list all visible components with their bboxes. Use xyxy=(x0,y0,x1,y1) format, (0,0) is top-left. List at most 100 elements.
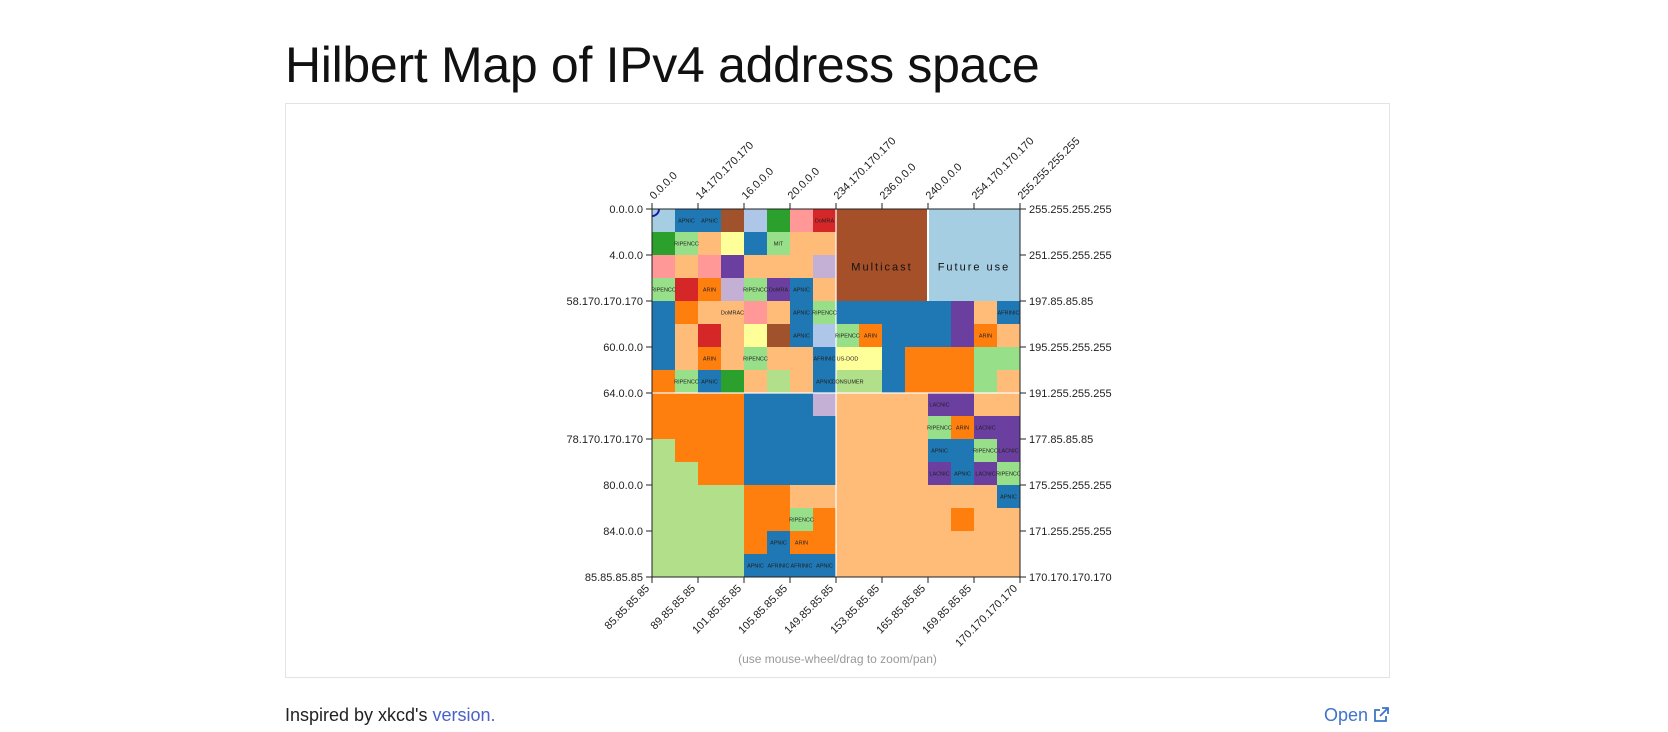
map-cell[interactable] xyxy=(836,370,860,394)
map-cell[interactable] xyxy=(744,347,768,371)
map-cell[interactable] xyxy=(790,462,814,486)
map-cell[interactable] xyxy=(882,324,906,348)
map-cell[interactable] xyxy=(698,255,722,279)
map-cell[interactable] xyxy=(675,416,699,440)
map-cell[interactable] xyxy=(859,232,883,256)
map-cell[interactable] xyxy=(698,232,722,256)
map-cell[interactable] xyxy=(859,485,883,509)
map-cell[interactable] xyxy=(744,508,768,532)
map-cell[interactable] xyxy=(721,301,745,325)
map-cell[interactable] xyxy=(721,485,745,509)
map-cell[interactable] xyxy=(905,209,929,233)
map-cell[interactable] xyxy=(882,508,906,532)
map-cell[interactable] xyxy=(698,393,722,417)
map-cell[interactable] xyxy=(859,416,883,440)
map-cell[interactable] xyxy=(721,393,745,417)
map-cell[interactable] xyxy=(652,508,676,532)
map-cell[interactable] xyxy=(997,301,1021,325)
map-cell[interactable] xyxy=(813,324,837,348)
map-cell[interactable] xyxy=(951,209,975,233)
map-cell[interactable] xyxy=(974,232,998,256)
map-cell[interactable] xyxy=(652,531,676,555)
map-cell[interactable] xyxy=(767,347,791,371)
map-cell[interactable] xyxy=(721,554,745,578)
map-cell[interactable] xyxy=(974,370,998,394)
map-cell[interactable] xyxy=(698,324,722,348)
map-cell[interactable] xyxy=(836,232,860,256)
map-cell[interactable] xyxy=(859,324,883,348)
map-cell[interactable] xyxy=(744,324,768,348)
map-cell[interactable] xyxy=(767,439,791,463)
map-cell[interactable] xyxy=(652,439,676,463)
map-cell[interactable] xyxy=(974,531,998,555)
map-cell[interactable] xyxy=(744,462,768,486)
map-cell[interactable] xyxy=(652,347,676,371)
map-cell[interactable] xyxy=(974,347,998,371)
map-cell[interactable] xyxy=(675,301,699,325)
map-cell[interactable] xyxy=(721,255,745,279)
map-cell[interactable] xyxy=(721,531,745,555)
map-cell[interactable] xyxy=(974,416,998,440)
map-cell[interactable] xyxy=(951,324,975,348)
map-cell[interactable] xyxy=(698,439,722,463)
map-cell[interactable] xyxy=(997,462,1021,486)
xkcd-version-link[interactable]: version. xyxy=(432,705,496,725)
map-cell[interactable] xyxy=(652,301,676,325)
open-link[interactable]: Open xyxy=(1324,705,1389,726)
map-cell[interactable] xyxy=(675,347,699,371)
map-cell[interactable] xyxy=(928,508,952,532)
map-cell[interactable] xyxy=(698,209,722,233)
map-cell[interactable] xyxy=(836,324,860,348)
map-cell[interactable] xyxy=(859,554,883,578)
map-cell[interactable] xyxy=(905,370,929,394)
map-cell[interactable] xyxy=(951,301,975,325)
map-cell[interactable] xyxy=(698,508,722,532)
map-cell[interactable] xyxy=(744,209,768,233)
map-cell[interactable] xyxy=(698,531,722,555)
map-cell[interactable] xyxy=(698,301,722,325)
map-cell[interactable] xyxy=(767,462,791,486)
map-cell[interactable] xyxy=(882,255,906,279)
map-cell[interactable] xyxy=(744,439,768,463)
map-cell[interactable] xyxy=(905,347,929,371)
map-cell[interactable] xyxy=(675,462,699,486)
map-cell[interactable] xyxy=(859,301,883,325)
map-cell[interactable] xyxy=(652,416,676,440)
map-cell[interactable] xyxy=(744,232,768,256)
map-cell[interactable] xyxy=(951,393,975,417)
map-cell[interactable] xyxy=(767,209,791,233)
map-cell[interactable] xyxy=(997,255,1021,279)
map-cell[interactable] xyxy=(813,209,837,233)
map-cell[interactable] xyxy=(859,508,883,532)
map-cell[interactable] xyxy=(698,347,722,371)
map-cell[interactable] xyxy=(675,531,699,555)
map-cell[interactable] xyxy=(951,462,975,486)
map-cell[interactable] xyxy=(951,232,975,256)
map-cell[interactable] xyxy=(928,278,952,302)
map-cell[interactable] xyxy=(928,324,952,348)
map-cell[interactable] xyxy=(974,554,998,578)
map-cell[interactable] xyxy=(675,278,699,302)
map-cell[interactable] xyxy=(882,347,906,371)
map-cell[interactable] xyxy=(675,439,699,463)
map-cell[interactable] xyxy=(997,347,1021,371)
map-cell[interactable] xyxy=(813,370,837,394)
map-cell[interactable] xyxy=(836,255,860,279)
map-cell[interactable] xyxy=(652,232,676,256)
map-cell[interactable] xyxy=(652,462,676,486)
map-cell[interactable] xyxy=(652,370,676,394)
map-cell[interactable] xyxy=(767,255,791,279)
map-cell[interactable] xyxy=(951,554,975,578)
map-cell[interactable] xyxy=(767,485,791,509)
map-cell[interactable] xyxy=(997,393,1021,417)
map-cell[interactable] xyxy=(790,324,814,348)
map-cell[interactable] xyxy=(698,278,722,302)
map-cell[interactable] xyxy=(813,462,837,486)
map-cell[interactable] xyxy=(767,531,791,555)
map-cell[interactable] xyxy=(767,301,791,325)
map-cell[interactable] xyxy=(974,439,998,463)
map-cell[interactable] xyxy=(813,531,837,555)
map-cell[interactable] xyxy=(997,439,1021,463)
map-cell[interactable] xyxy=(905,531,929,555)
map-cell[interactable] xyxy=(905,278,929,302)
